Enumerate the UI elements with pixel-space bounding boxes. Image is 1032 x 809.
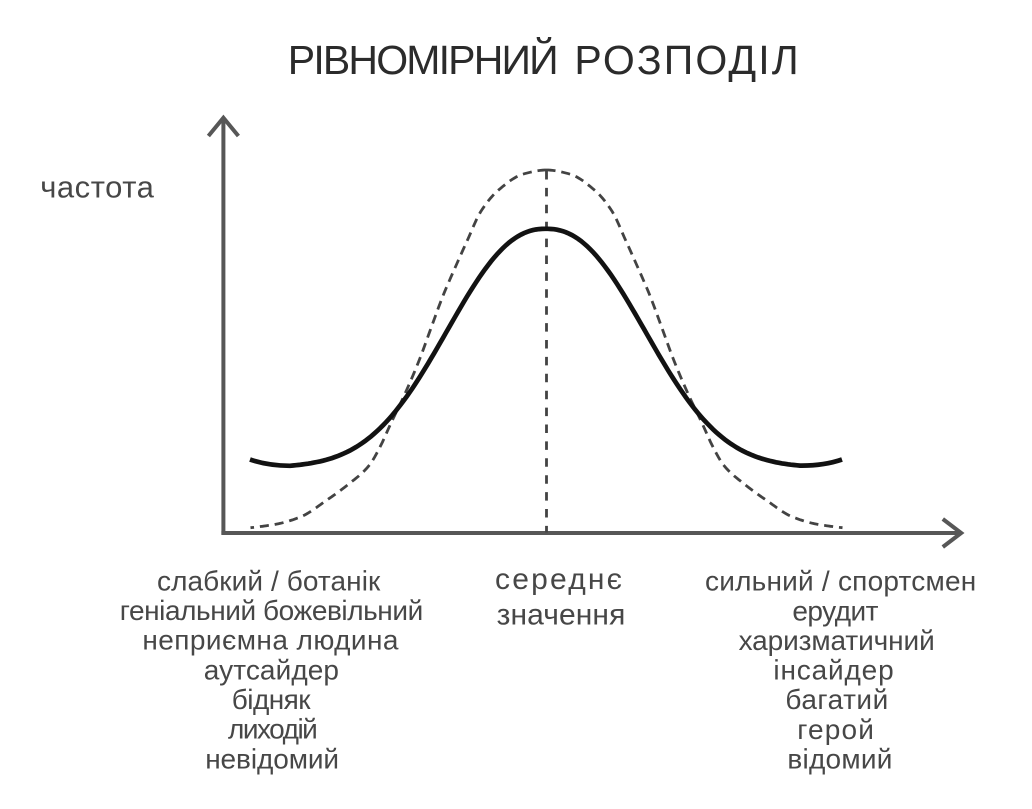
svg-text:аутсайдер: аутсайдер: [204, 654, 339, 685]
svg-text:сильний / спортсмен: сильний / спортсмен: [705, 566, 977, 597]
svg-text:значення: значення: [497, 598, 626, 631]
svg-text:ерудит: ерудит: [792, 595, 878, 626]
svg-text:РІВНОМІРНИЙ: РІВНОМІРНИЙ: [288, 37, 557, 83]
svg-text:середнє: середнє: [495, 563, 624, 596]
svg-text:бідняк: бідняк: [232, 684, 311, 715]
svg-text:багатий: багатий: [785, 684, 888, 715]
svg-text:геніальний божевільний: геніальний божевільний: [120, 595, 423, 626]
svg-text:харизматичний: харизматичний: [739, 625, 935, 656]
svg-text:неприємна людина: неприємна людина: [142, 625, 399, 656]
svg-text:невідомий: невідомий: [205, 743, 339, 774]
svg-text:частота: частота: [40, 169, 154, 204]
svg-text:слабкий / ботанік: слабкий / ботанік: [157, 565, 381, 596]
svg-text:герой: герой: [797, 714, 875, 745]
svg-text:РОЗПОДІЛ: РОЗПОДІЛ: [574, 37, 800, 83]
svg-text:лиходій: лиходій: [228, 714, 316, 745]
svg-text:інсайдер: інсайдер: [773, 655, 894, 686]
svg-text:відомий: відомий: [787, 744, 892, 775]
